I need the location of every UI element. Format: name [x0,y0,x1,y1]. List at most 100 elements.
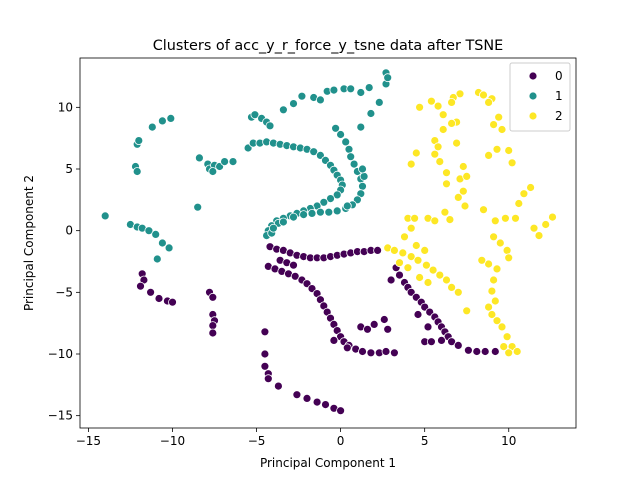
legend-marker-2 [528,111,538,121]
legend-label-2: 2 [555,109,563,123]
scatter-point-cluster-2 [406,223,416,233]
legend-label-1: 1 [555,89,563,103]
scatter-point-cluster-2 [442,179,451,189]
scatter-point-cluster-1 [208,167,218,176]
scatter-point-cluster-0 [369,319,379,329]
scatter-point-cluster-0 [289,260,298,270]
scatter-point-cluster-2 [415,273,425,282]
plot-area-frame [79,57,577,429]
scatter-point-cluster-0 [463,345,473,355]
y-axis-label: Principal Component 2 [22,175,36,311]
x-tick-label: −15 [76,434,101,448]
scatter-point-cluster-0 [273,381,283,391]
scatter-point-cluster-1 [100,211,110,221]
scatter-point-cluster-1 [358,164,367,174]
scatter-point-cluster-2 [430,149,440,159]
scatter-point-cluster-2 [428,265,438,275]
scatter-point-cluster-2 [460,201,470,211]
scatter-point-cluster-2 [541,220,551,229]
scatter-point-cluster-2 [458,162,468,171]
x-tick-label: −5 [248,434,266,448]
scatter-point-cluster-0 [381,347,391,356]
scatter-point-cluster-2 [534,231,544,241]
scatter-point-cluster-2 [504,253,514,263]
legend-frame [509,62,571,132]
scatter-point-cluster-0 [395,270,404,280]
chart-title: Clusters of acc_y_r_force_y_tsne data af… [153,38,503,54]
scatter-point-cluster-0 [336,406,346,416]
scatter-point-cluster-0 [146,287,156,297]
scatter-point-cluster-2 [495,238,505,248]
legend: 0 1 2 [509,62,571,132]
scatter-point-cluster-0 [208,321,218,331]
scatter-point-cluster-0 [321,400,330,410]
scatter-point-cluster-2 [462,171,472,181]
scatter-point-cluster-2 [440,207,450,217]
scatter-point-cluster-1 [341,137,351,147]
scatter-point-cluster-1 [278,105,288,115]
scatter-point-cluster-2 [548,212,557,222]
scatter-point-cluster-0 [379,315,389,324]
scatter-point-cluster-1 [315,207,325,217]
scatter-point-cluster-1 [346,152,356,162]
scatter-point-cluster-0 [366,348,376,358]
scatter-point-cluster-1 [193,202,203,212]
scatter-point-cluster-0 [263,374,273,384]
scatter-point-cluster-2 [484,302,494,312]
x-tick-label: 0 [337,434,345,448]
scatter-point-cluster-2 [507,158,517,168]
scatter-point-cluster-2 [499,342,509,352]
legend-label-0: 0 [555,69,563,83]
y-tick-label: −5 [55,285,73,299]
scatter-point-cluster-0 [168,297,177,307]
scatter-point-cluster-1 [147,122,157,132]
scatter-point-cluster-2 [490,216,500,226]
scatter-point-cluster-1 [289,212,298,222]
scatter-point-cluster-2 [420,245,430,255]
y-tick-label: −15 [48,409,73,423]
scatter-point-cluster-2 [438,110,448,120]
scatter-point-cluster-2 [438,125,448,134]
scatter-point-cluster-0 [358,347,367,356]
legend-marker-0 [528,71,538,81]
scatter-point-cluster-1 [299,210,309,220]
scatter-point-cluster-2 [413,255,423,265]
scatter-point-cluster-2 [502,245,512,255]
scatter-point-cluster-1 [366,109,376,118]
scatter-point-cluster-1 [151,229,161,239]
scatter-point-cluster-2 [492,264,502,274]
scatter-point-cluster-1 [356,122,366,132]
scatter-point-cluster-2 [479,205,488,215]
scatter-point-cluster-0 [329,335,339,345]
scatter-point-cluster-2 [442,168,451,178]
scatter-point-cluster-2 [426,96,436,106]
scatter-point-cluster-0 [413,310,423,319]
legend-marker-1 [528,91,538,101]
scatter-point-cluster-1 [324,207,334,217]
scatter-point-cluster-2 [406,159,416,169]
scatter-point-cluster-2 [492,316,502,326]
scatter-point-cluster-2 [504,146,514,155]
scatter-point-cluster-0 [426,337,436,347]
scatter-point-cluster-2 [497,322,507,332]
scatter-point-cluster-2 [487,310,497,319]
scatter-point-cluster-0 [389,348,399,358]
scatter-point-cluster-0 [260,349,270,359]
scatter-point-cluster-1 [358,181,367,191]
scatter-point-cluster-1 [326,194,335,204]
scatter-point-cluster-2 [504,348,514,358]
scatter-point-cluster-2 [447,119,457,128]
scatter-point-cluster-2 [421,260,431,270]
scatter-point-cluster-1 [132,167,142,176]
scatter-point-cluster-2 [487,286,497,296]
scatter-point-cluster-2 [415,102,425,112]
scatter-point-cluster-2 [500,213,510,223]
scatter-point-cluster-1 [134,136,144,146]
x-axis: −15 −10 −5 0 5 10 [76,428,516,448]
scatter-point-cluster-1 [166,114,176,123]
scatter-point-cluster-2 [519,189,529,199]
scatter-point-cluster-2 [526,183,535,192]
scatter-point-cluster-1 [144,226,154,236]
scatter-point-cluster-1 [329,85,339,95]
